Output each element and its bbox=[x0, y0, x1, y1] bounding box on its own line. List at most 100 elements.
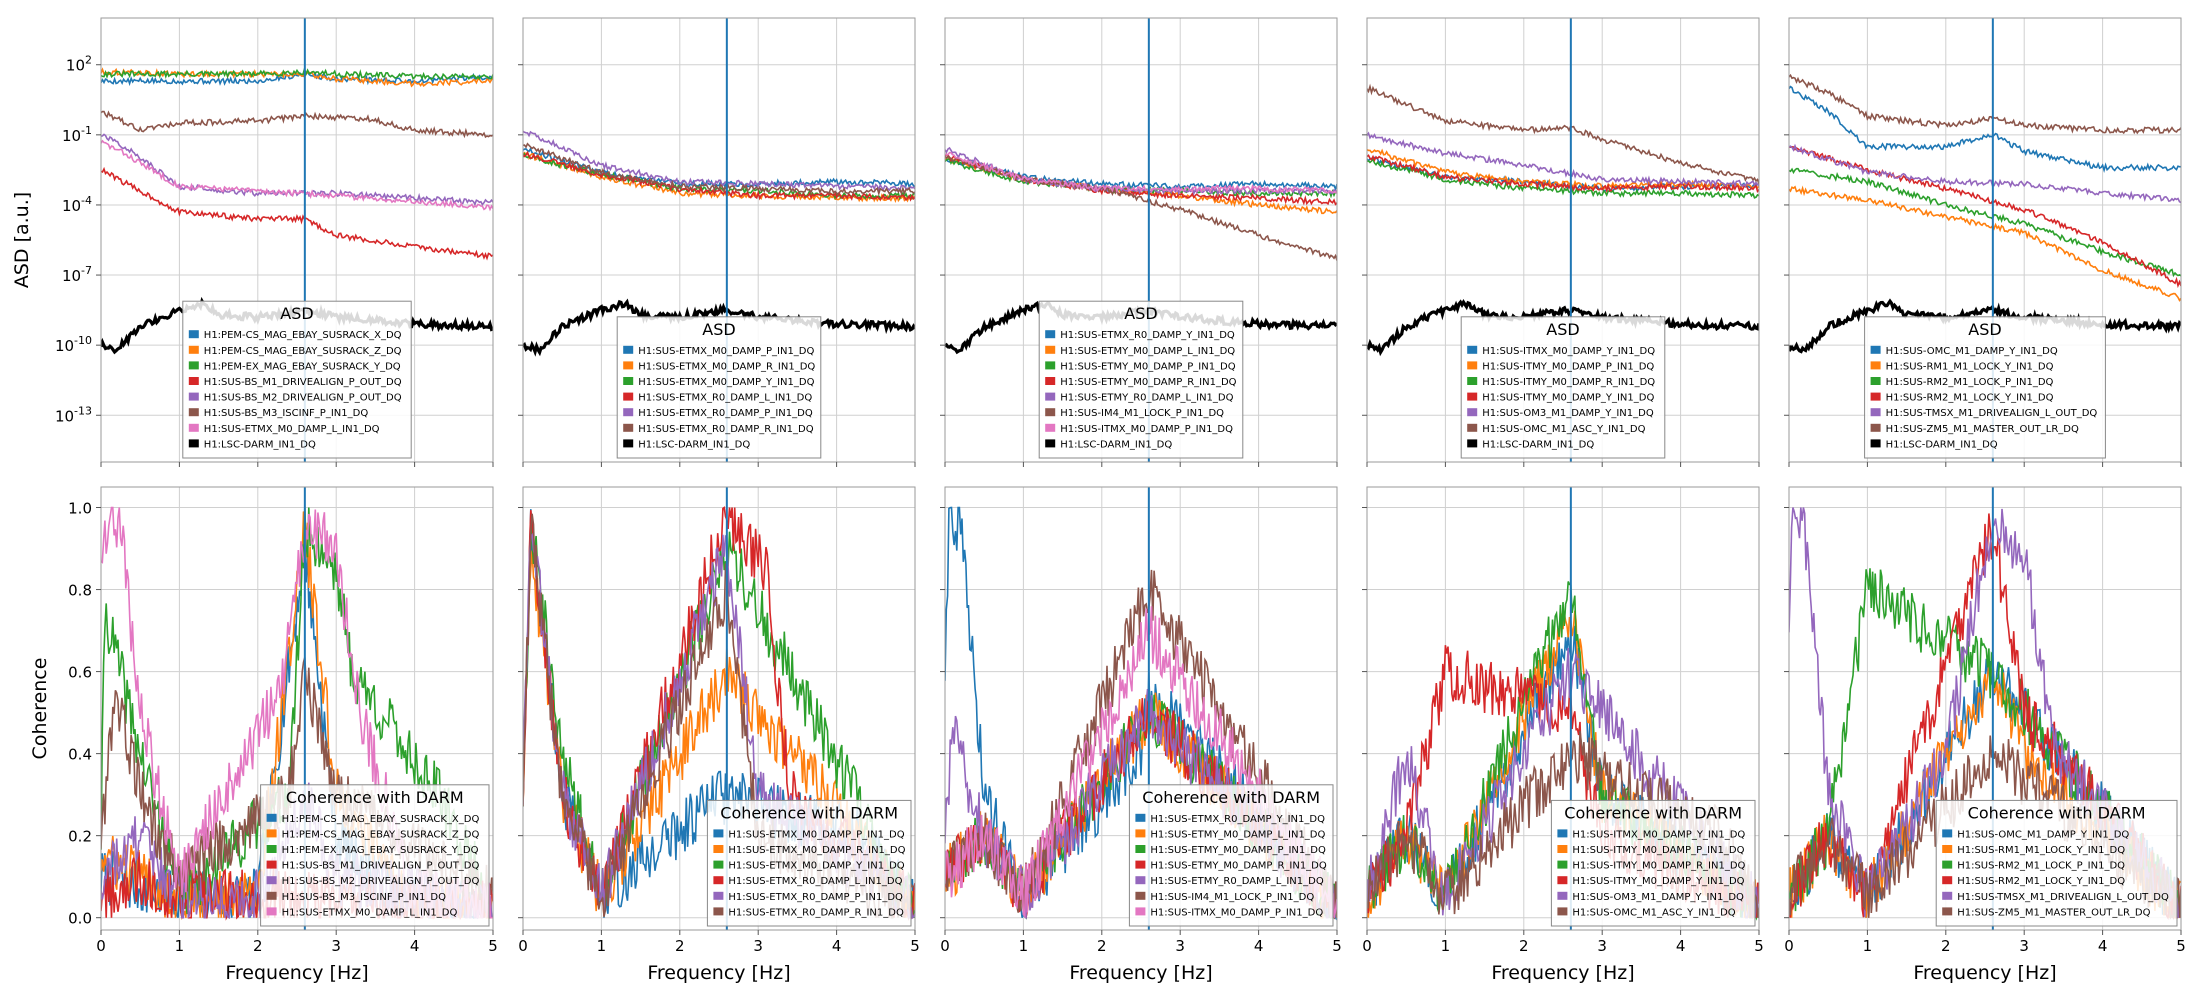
x-tick-label: 0 bbox=[940, 937, 950, 955]
legend-swatch bbox=[1135, 860, 1146, 869]
y-tick-label: 102 bbox=[66, 54, 92, 75]
asd-panel-2: ASD H1:SUS-ETMX_M0_DAMP_P_IN1_DQ H1:SUS-ET… bbox=[518, 17, 916, 467]
asd-trace bbox=[1789, 143, 2181, 204]
coh-panel-4: 0 1 2 3 4 5 Frequency [Hz] Coherence with DARM H… bbox=[1362, 486, 1764, 984]
x-tick-label: 4 bbox=[1676, 937, 1686, 955]
legend-swatch bbox=[1870, 345, 1881, 354]
legend-swatch bbox=[623, 439, 634, 448]
asd-series-group bbox=[1367, 83, 1759, 357]
coh-panel-2: 0 1 2 3 4 5 Frequency [Hz] Coherence with DARM H… bbox=[518, 486, 920, 984]
asd-trace bbox=[1367, 131, 1759, 188]
y-tick-label: 0.2 bbox=[68, 828, 92, 846]
y-tick-label: 1.0 bbox=[68, 500, 92, 518]
legend-entry: H1:PEM-CS_MAG_EBAY_SUSRACK_X_DQ bbox=[282, 814, 480, 825]
coh-panel-1: 0 1 2 3 4 5 Frequency [Hz] 0.0 0.2 0.4 0.6 0.8 1.0 Co… bbox=[68, 486, 498, 984]
asd-trace bbox=[1789, 73, 2181, 135]
x-axis-label: Frequency [Hz] bbox=[647, 962, 790, 984]
legend-swatch bbox=[1467, 423, 1478, 432]
x-tick-label: 1 bbox=[1863, 937, 1873, 955]
asd-trace bbox=[523, 150, 915, 202]
x-axis-label: Frequency [Hz] bbox=[1069, 962, 1212, 984]
legend-entry: H1:SUS-ITMY_M0_DAMP_R_IN1_DQ bbox=[1482, 377, 1655, 388]
x-tick-label: 3 bbox=[753, 937, 763, 955]
legend-title: Coherence with DARM bbox=[1142, 788, 1320, 807]
y-tick-label: 0.6 bbox=[68, 664, 92, 682]
legend-entry: H1:SUS-ITMX_M0_DAMP_P_IN1_DQ bbox=[1150, 907, 1323, 918]
x-tick-label: 5 bbox=[2176, 937, 2186, 955]
legend-entry: H1:LSC-DARM_IN1_DQ bbox=[204, 439, 316, 450]
legend-swatch bbox=[1557, 891, 1568, 900]
legend-swatch bbox=[1135, 907, 1146, 916]
legend-title: Coherence with DARM bbox=[286, 788, 464, 807]
legend-swatch bbox=[188, 330, 199, 339]
legend-swatch bbox=[1045, 423, 1056, 432]
asd-trace bbox=[1789, 145, 2181, 289]
legend-entry: H1:SUS-TMSX_M1_DRIVEALIGN_L_OUT_DQ bbox=[1886, 408, 2098, 419]
legend-entry: H1:SUS-IM4_M1_LOCK_P_IN1_DQ bbox=[1060, 408, 1224, 419]
asd-trace bbox=[1789, 185, 2181, 302]
plot-frame bbox=[100, 486, 494, 931]
coherence-legend: Coherence with DARM H1:SUS-ETMX_M0_DAMP_P… bbox=[706, 799, 912, 927]
legend-swatch bbox=[266, 907, 277, 916]
coherence-trace bbox=[945, 569, 1337, 920]
legend-swatch bbox=[1045, 392, 1056, 401]
plot-frame bbox=[944, 17, 1338, 463]
plot-frame bbox=[1788, 17, 2182, 463]
legend-entry: H1:PEM-CS_MAG_EBAY_SUSRACK_Z_DQ bbox=[282, 829, 480, 840]
x-tick-label: 3 bbox=[1175, 937, 1185, 955]
plot-frame bbox=[100, 17, 494, 463]
coherence-legend: Coherence with DARM H1:SUS-OMC_M1_DAMP_Y_… bbox=[1935, 799, 2178, 927]
x-tick-label: 3 bbox=[331, 937, 341, 955]
legend-title: ASD bbox=[1968, 320, 2001, 339]
legend-entry: H1:SUS-TMSX_M1_DRIVEALIGN_L_OUT_DQ bbox=[1957, 892, 2169, 903]
legend-entry: H1:SUS-ETMX_M0_DAMP_P_IN1_DQ bbox=[728, 829, 904, 840]
legend-swatch bbox=[1045, 377, 1056, 385]
x-tick-label: 5 bbox=[1332, 937, 1342, 955]
asd-legend: ASD H1:SUS-ETMX_M0_DAMP_P_IN1_DQ H1:SUS-ET… bbox=[616, 316, 822, 459]
legend-swatch bbox=[188, 408, 199, 417]
asd-trace bbox=[1789, 85, 2181, 174]
asd-panel-1: 102 10-1 10-4 10-7 10-10 10-13 ASD H1:PEM-CS_MA… bbox=[55, 17, 494, 467]
legend-entry: H1:PEM-EX_MAG_EBAY_SUSRACK_Y_DQ bbox=[282, 845, 479, 856]
legend-swatch bbox=[1557, 829, 1568, 838]
legend-swatch bbox=[623, 345, 634, 354]
coherence-legend: Coherence with DARM H1:SUS-ITMX_M0_DAMP_Y… bbox=[1550, 799, 1756, 927]
legend-box bbox=[1038, 300, 1244, 459]
legend-entry: H1:SUS-BS_M2_DRIVEALIGN_P_OUT_DQ bbox=[204, 393, 402, 404]
x-tick-label: 0 bbox=[96, 937, 106, 955]
legend-entry: H1:SUS-OM3_M1_DAMP_Y_IN1_DQ bbox=[1482, 408, 1654, 419]
legend-swatch bbox=[623, 377, 634, 385]
legend-swatch bbox=[1870, 392, 1881, 401]
x-tick-label: 1 bbox=[1019, 937, 1029, 955]
y-tick-label: 10-4 bbox=[62, 194, 92, 215]
legend-title: ASD bbox=[280, 304, 313, 323]
legend-entry: H1:SUS-RM1_M1_LOCK_Y_IN1_DQ bbox=[1886, 361, 2054, 372]
legend-entry: H1:LSC-DARM_IN1_DQ bbox=[638, 439, 750, 450]
x-axis-label: Frequency [Hz] bbox=[1913, 962, 2056, 984]
plot-frame bbox=[944, 486, 1338, 931]
legend-swatch bbox=[1942, 891, 1953, 900]
legend-entry: H1:PEM-CS_MAG_EBAY_SUSRACK_Z_DQ bbox=[204, 346, 402, 357]
legend-entry: H1:SUS-BS_M3_ISCINF_P_IN1_DQ bbox=[282, 892, 447, 903]
x-tick-label: 4 bbox=[2098, 937, 2108, 955]
legend-swatch bbox=[1942, 907, 1953, 916]
legend-swatch bbox=[1870, 423, 1881, 432]
legend-entry: H1:SUS-ETMX_M0_DAMP_Y_IN1_DQ bbox=[638, 377, 814, 388]
legend-entry: H1:SUS-ETMY_M0_DAMP_P_IN1_DQ bbox=[1150, 845, 1326, 856]
asd-series-group bbox=[1789, 73, 2181, 354]
legend-title: ASD bbox=[1546, 320, 1579, 339]
legend-swatch bbox=[1467, 392, 1478, 401]
legend-swatch bbox=[1135, 891, 1146, 900]
legend-swatch bbox=[188, 345, 199, 354]
asd-trace bbox=[101, 67, 493, 88]
legend-box bbox=[1864, 316, 2106, 459]
legend-entry: H1:SUS-ETMY_M0_DAMP_P_IN1_DQ bbox=[1060, 361, 1236, 372]
asd-legend: ASD H1:SUS-OMC_M1_DAMP_Y_IN1_DQ H1:SUS-RM1… bbox=[1864, 316, 2106, 459]
legend-entry: H1:SUS-ZM5_M1_MASTER_OUT_LR_DQ bbox=[1957, 907, 2150, 918]
legend-box bbox=[1550, 799, 1756, 927]
legend-entry: H1:SUS-BS_M2_DRIVEALIGN_P_OUT_DQ bbox=[282, 876, 480, 887]
legend-entry: H1:LSC-DARM_IN1_DQ bbox=[1886, 439, 1998, 450]
x-tick-label: 1 bbox=[175, 937, 185, 955]
legend-box bbox=[706, 799, 912, 927]
legend-swatch bbox=[188, 439, 199, 448]
